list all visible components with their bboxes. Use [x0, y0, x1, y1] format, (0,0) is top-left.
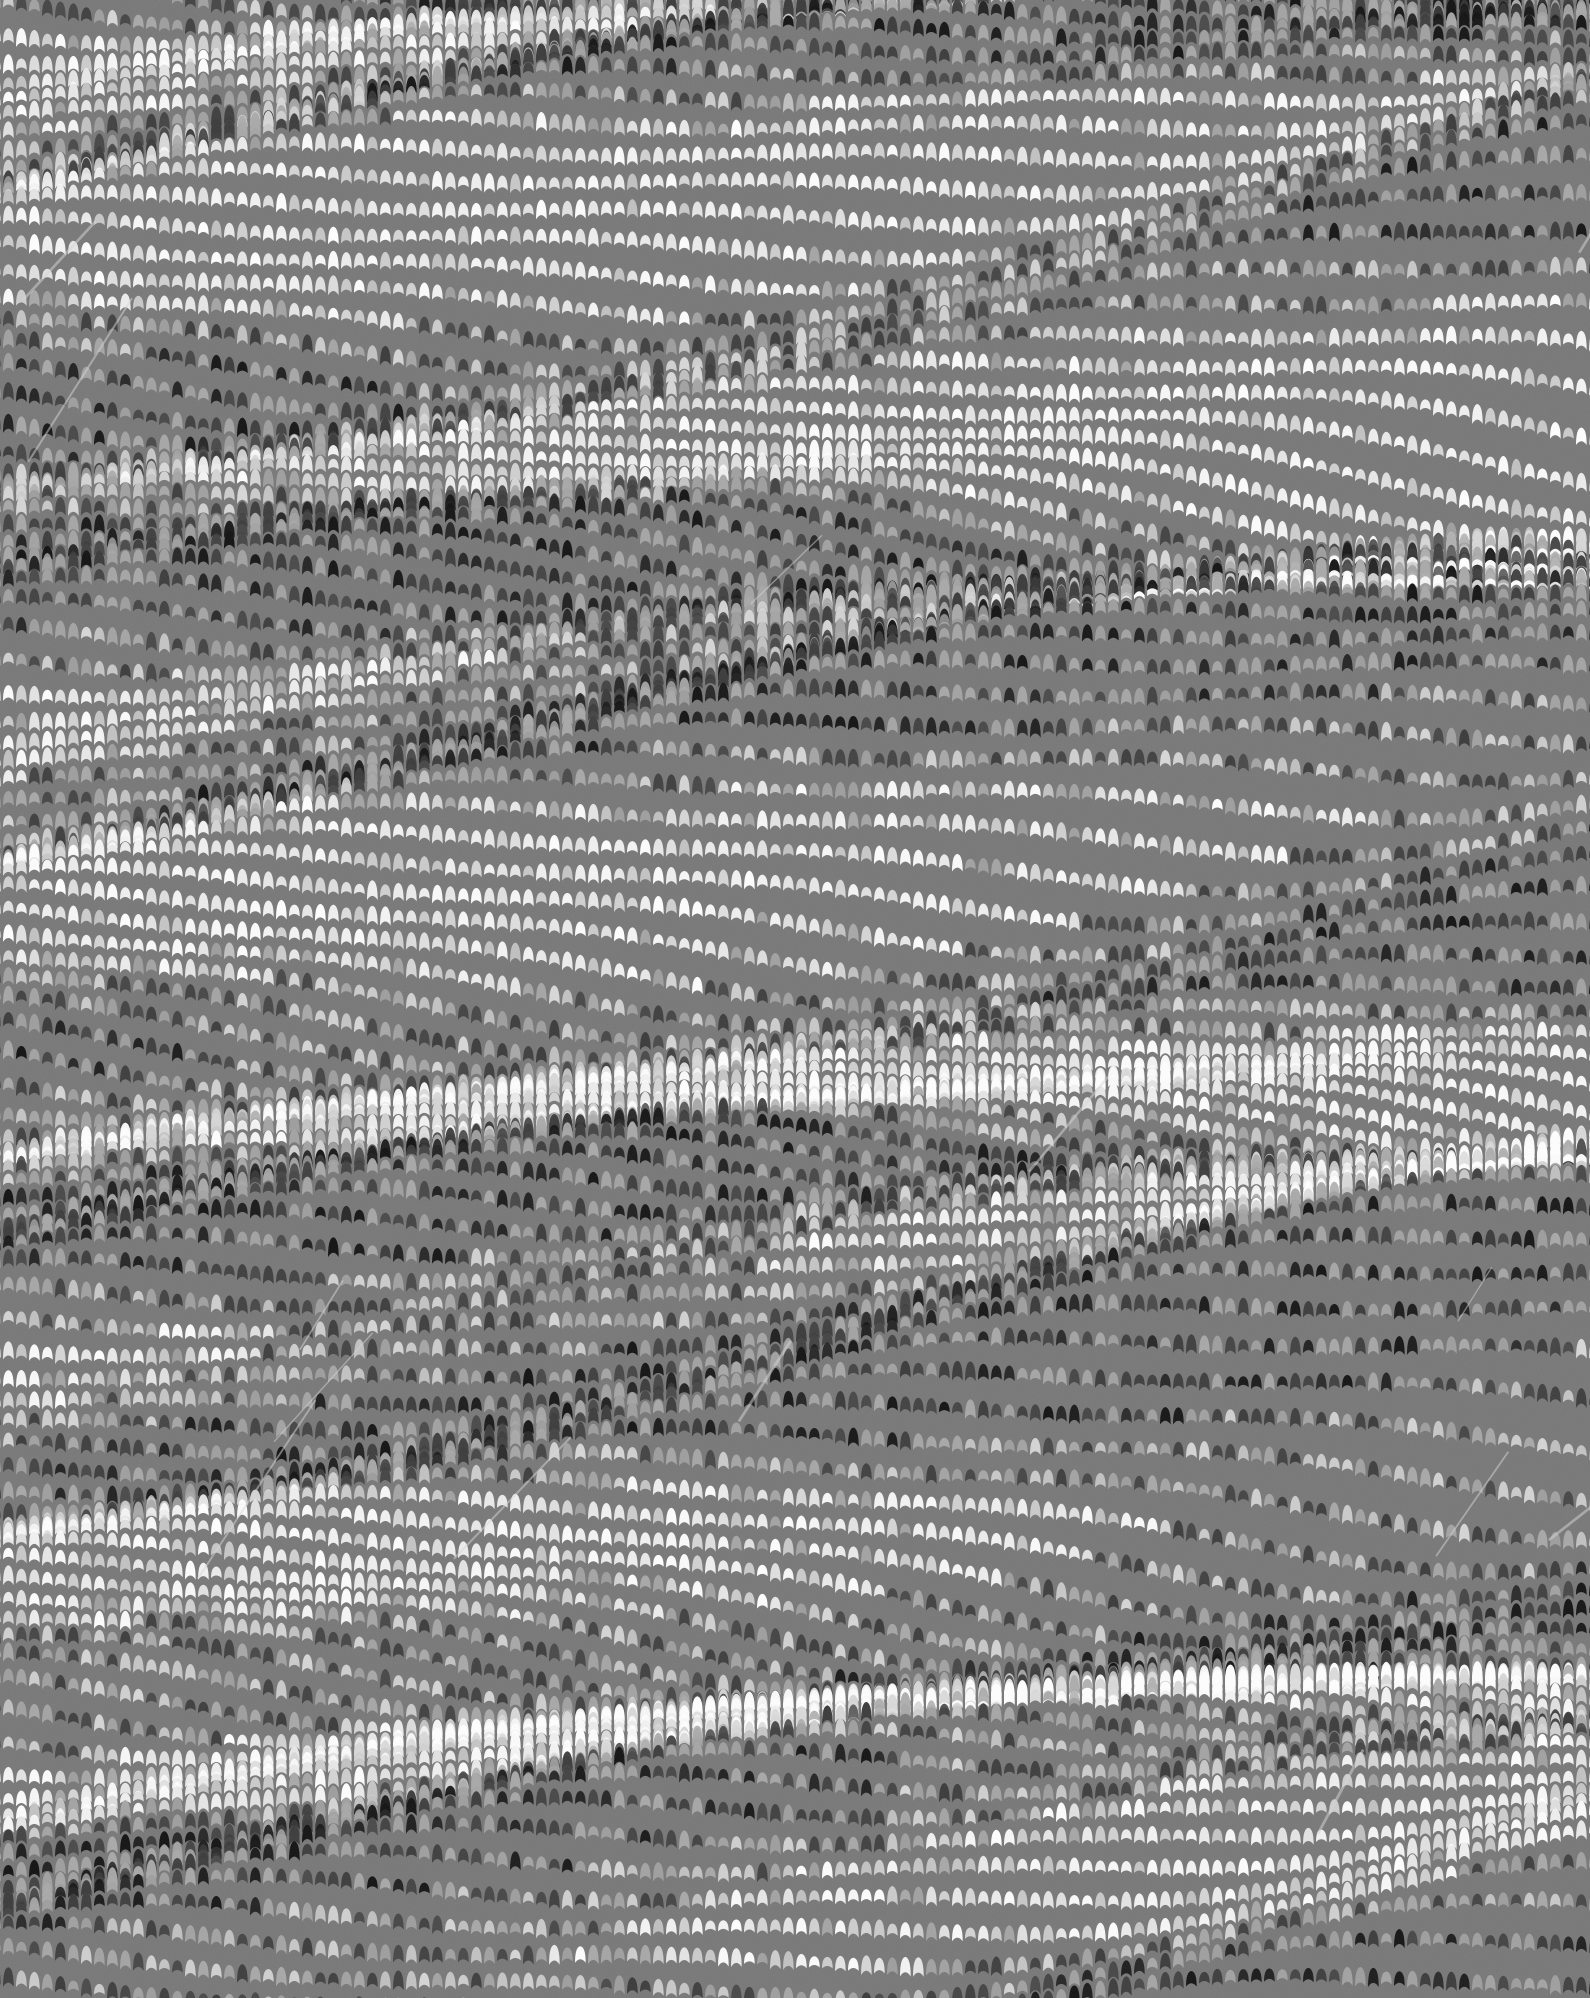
- marbled-paper-pattern: [0, 0, 1590, 1998]
- marbled-paper-canvas: [0, 0, 1590, 1998]
